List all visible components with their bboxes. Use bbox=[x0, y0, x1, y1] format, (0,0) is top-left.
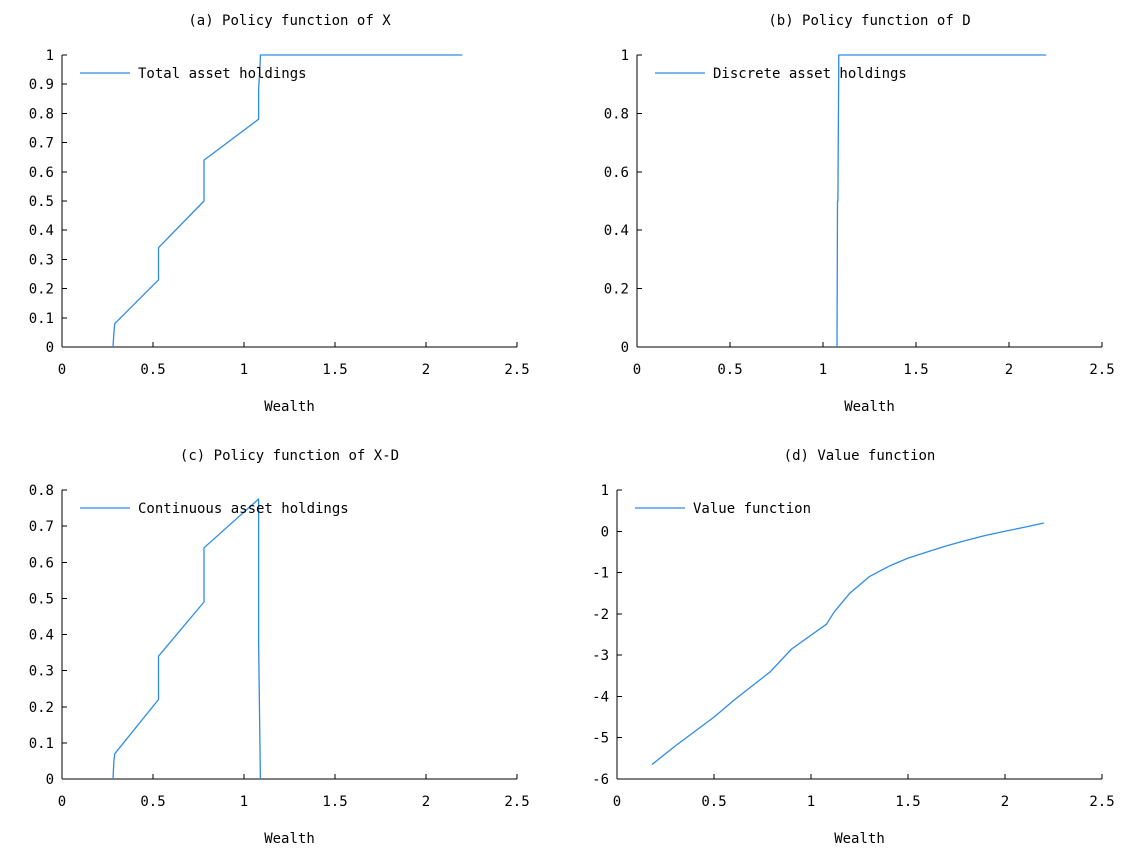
x-tick-label: 2.5 bbox=[504, 362, 529, 378]
x-tick-label: 2.5 bbox=[1089, 794, 1114, 810]
series-line bbox=[651, 522, 1044, 766]
chart-panels: (a) Policy function of X 0 0.1 0.2 0.3 0.4 0.5… bbox=[29, 13, 1115, 847]
x-tick-label: 1 bbox=[240, 362, 248, 378]
y-tick-label: 0.1 bbox=[29, 311, 54, 327]
y-tick-label: 0 bbox=[46, 772, 54, 788]
y-tick-label: 0.8 bbox=[29, 106, 54, 122]
y-tick-label: 1 bbox=[46, 48, 54, 64]
chart-panel: (b) Policy function of D 0 0.2 0.4 0.6 0.8 1 0 0… bbox=[604, 13, 1115, 415]
x-axis-label: Wealth bbox=[264, 399, 315, 415]
series-line bbox=[112, 54, 463, 348]
y-tick-label: 0 bbox=[601, 524, 609, 540]
chart-panel: (c) Policy function of X-D 0 0.1 0.2 0.3 0.4 0… bbox=[29, 448, 530, 847]
legend-label: Discrete asset holdings bbox=[713, 66, 907, 82]
x-tick-label: 0.5 bbox=[701, 794, 726, 810]
y-tick-label: -6 bbox=[592, 772, 609, 788]
y-tick-label: 0.7 bbox=[29, 519, 54, 535]
x-tick-label: 0.5 bbox=[140, 794, 165, 810]
x-tick-label: 2 bbox=[1001, 794, 1009, 810]
y-tick-label: 0 bbox=[46, 340, 54, 356]
x-axis-label: Wealth bbox=[264, 831, 315, 847]
x-tick-label: 0 bbox=[633, 362, 641, 378]
x-tick-label: 1 bbox=[807, 794, 815, 810]
series-line bbox=[836, 54, 1047, 348]
chart-title: (d) Value function bbox=[784, 448, 936, 464]
x-tick-label: 2.5 bbox=[504, 794, 529, 810]
y-tick-label: 0.5 bbox=[29, 194, 54, 210]
y-tick-label: -3 bbox=[592, 648, 609, 664]
y-tick-label: 0.2 bbox=[29, 282, 54, 298]
y-tick-label: 0.4 bbox=[29, 223, 54, 239]
x-tick-label: 0.5 bbox=[140, 362, 165, 378]
y-tick-label: 1 bbox=[601, 483, 609, 499]
y-tick-label: 0.4 bbox=[29, 628, 54, 644]
x-tick-label: 2.5 bbox=[1089, 362, 1114, 378]
x-tick-label: 2 bbox=[1005, 362, 1013, 378]
chart-panel: (a) Policy function of X 0 0.1 0.2 0.3 0.4 0.5… bbox=[29, 13, 530, 415]
x-tick-label: 1.5 bbox=[322, 362, 347, 378]
y-tick-label: 0.5 bbox=[29, 591, 54, 607]
chart-title: (a) Policy function of X bbox=[188, 13, 391, 29]
x-tick-label: 0 bbox=[58, 362, 66, 378]
x-tick-label: 2 bbox=[422, 362, 430, 378]
x-axis-label: Wealth bbox=[834, 831, 885, 847]
y-tick-label: 1 bbox=[621, 48, 629, 64]
x-tick-label: 0.5 bbox=[717, 362, 742, 378]
y-tick-label: -1 bbox=[592, 566, 609, 582]
x-tick-label: 1.5 bbox=[895, 794, 920, 810]
y-tick-label: 0.3 bbox=[29, 252, 54, 268]
chart-title: (c) Policy function of X-D bbox=[180, 448, 399, 464]
y-tick-label: -2 bbox=[592, 607, 609, 623]
x-tick-label: 0 bbox=[613, 794, 621, 810]
chart-panel: (d) Value function -6 -5 -4 -3 -2 -1 0 1 0 0.5 1 1.5… bbox=[592, 448, 1115, 847]
y-tick-label: 0.9 bbox=[29, 77, 54, 93]
y-tick-label: 0.2 bbox=[29, 700, 54, 716]
x-tick-label: 1.5 bbox=[903, 362, 928, 378]
x-tick-label: 2 bbox=[422, 794, 430, 810]
y-tick-label: 0 bbox=[621, 340, 629, 356]
y-tick-label: 0.3 bbox=[29, 664, 54, 680]
x-axis-label: Wealth bbox=[844, 399, 895, 415]
chart-title: (b) Policy function of D bbox=[768, 13, 970, 29]
y-tick-label: -4 bbox=[592, 689, 609, 705]
y-tick-label: 0.4 bbox=[604, 223, 629, 239]
x-tick-label: 0 bbox=[58, 794, 66, 810]
legend-label: Value function bbox=[693, 501, 811, 517]
y-tick-label: 0.6 bbox=[29, 555, 54, 571]
y-tick-label: 0.6 bbox=[604, 165, 629, 181]
y-tick-label: 0.2 bbox=[604, 282, 629, 298]
x-tick-label: 1 bbox=[819, 362, 827, 378]
series-line bbox=[112, 498, 262, 780]
legend-label: Continuous asset holdings bbox=[138, 501, 349, 517]
y-tick-label: 0.1 bbox=[29, 736, 54, 752]
x-tick-label: 1.5 bbox=[322, 794, 347, 810]
y-tick-label: 0.6 bbox=[29, 165, 54, 181]
y-tick-label: 0.7 bbox=[29, 136, 54, 152]
y-tick-label: -5 bbox=[592, 731, 609, 747]
x-tick-label: 1 bbox=[240, 794, 248, 810]
y-tick-label: 0.8 bbox=[29, 483, 54, 499]
y-tick-label: 0.8 bbox=[604, 106, 629, 122]
legend-label: Total asset holdings bbox=[138, 66, 307, 82]
